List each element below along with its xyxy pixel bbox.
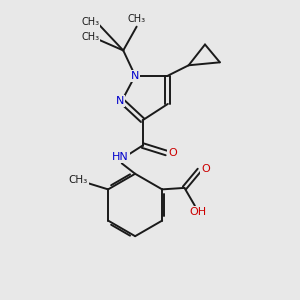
Text: N: N [131,71,139,81]
Text: N: N [116,96,124,106]
Text: O: O [201,164,210,174]
Text: CH₃: CH₃ [82,17,100,27]
Text: CH₃: CH₃ [69,176,88,185]
Text: OH: OH [189,207,206,217]
Text: O: O [168,148,177,158]
Text: HN: HN [112,152,129,162]
Text: CH₃: CH₃ [128,14,146,24]
Text: CH₃: CH₃ [82,32,100,42]
